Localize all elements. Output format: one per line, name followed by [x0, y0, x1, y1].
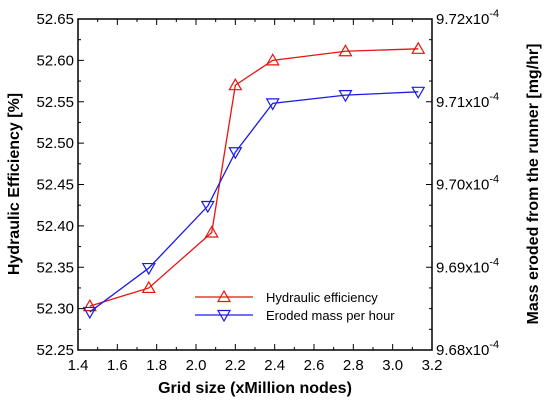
x-tick-label: 3.0 — [382, 357, 403, 374]
y-right-tick-label: 9.68x10-4 — [436, 339, 499, 359]
series-2-marker — [338, 90, 353, 103]
series-2-marker — [200, 200, 215, 214]
y-left-tick-label: 52.45 — [36, 177, 74, 194]
y-left-tick-label: 52.30 — [36, 301, 74, 318]
legend-marker-1 — [216, 289, 232, 303]
y-axis-label-right: Mass eroded from the runner [mg/hr] — [525, 44, 542, 325]
series-1-marker — [82, 298, 97, 312]
series-2-marker — [82, 306, 97, 320]
x-tick-label: 1.6 — [107, 357, 128, 374]
series-1-marker — [228, 77, 243, 91]
series-2-marker — [228, 147, 243, 160]
y-left-tick-label: 52.60 — [36, 52, 74, 69]
series-line-2 — [89, 91, 419, 313]
series-2-marker — [141, 262, 156, 276]
y-left-tick-label: 52.40 — [36, 218, 74, 235]
x-tick-label: 2.2 — [225, 357, 246, 374]
x-tick-label: 2.4 — [264, 357, 285, 374]
y-left-tick-label: 52.35 — [36, 259, 74, 276]
x-tick-label: 2.8 — [343, 357, 364, 374]
series-1-marker — [141, 280, 156, 294]
series-1-marker — [411, 41, 426, 54]
series-line-1 — [89, 48, 419, 307]
legend-marker-2 — [216, 309, 232, 323]
series-1-marker — [204, 225, 219, 238]
y-right-tick-label: 9.69x10-4 — [436, 256, 499, 276]
plot-frame — [77, 18, 433, 351]
x-tick-label: 1.8 — [146, 357, 167, 374]
x-tick-label: 2.6 — [304, 357, 325, 374]
legend-label-1: Hydraulic efficiency — [266, 290, 378, 305]
y-left-tick-label: 52.50 — [36, 135, 74, 152]
axis-ticks: 1.4 1.6 1.8 2.0 2.2 2.4 2.6 2.8 3.0 3.2 52.25 52.30… — [36, 8, 499, 374]
series-1-marker — [265, 53, 280, 66]
y-left-tick-label: 52.55 — [36, 94, 74, 111]
y-left-tick-label: 52.65 — [36, 11, 74, 28]
legend: Hydraulic efficiency Eroded mass per hour — [195, 289, 395, 323]
y-right-tick-label: 9.72x10-4 — [436, 8, 499, 28]
series-2-marker — [265, 98, 280, 111]
plot-marks — [82, 41, 426, 320]
y-right-tick-label: 9.70x10-4 — [436, 174, 499, 194]
x-tick-label: 1.4 — [68, 357, 89, 374]
y-right-tick-label: 9.71x10-4 — [436, 91, 499, 111]
x-axis-label: Grid size (xMillion nodes) — [158, 380, 352, 397]
y-axis-label-left: Hydraulic Efficiency [%] — [6, 93, 23, 275]
series-1-marker — [338, 44, 353, 57]
x-tick-label: 2.0 — [186, 357, 207, 374]
legend-label-2: Eroded mass per hour — [266, 308, 395, 323]
series-2-marker — [411, 86, 426, 100]
y-left-tick-label: 52.25 — [36, 342, 74, 359]
x-tick-label: 3.2 — [422, 357, 443, 374]
